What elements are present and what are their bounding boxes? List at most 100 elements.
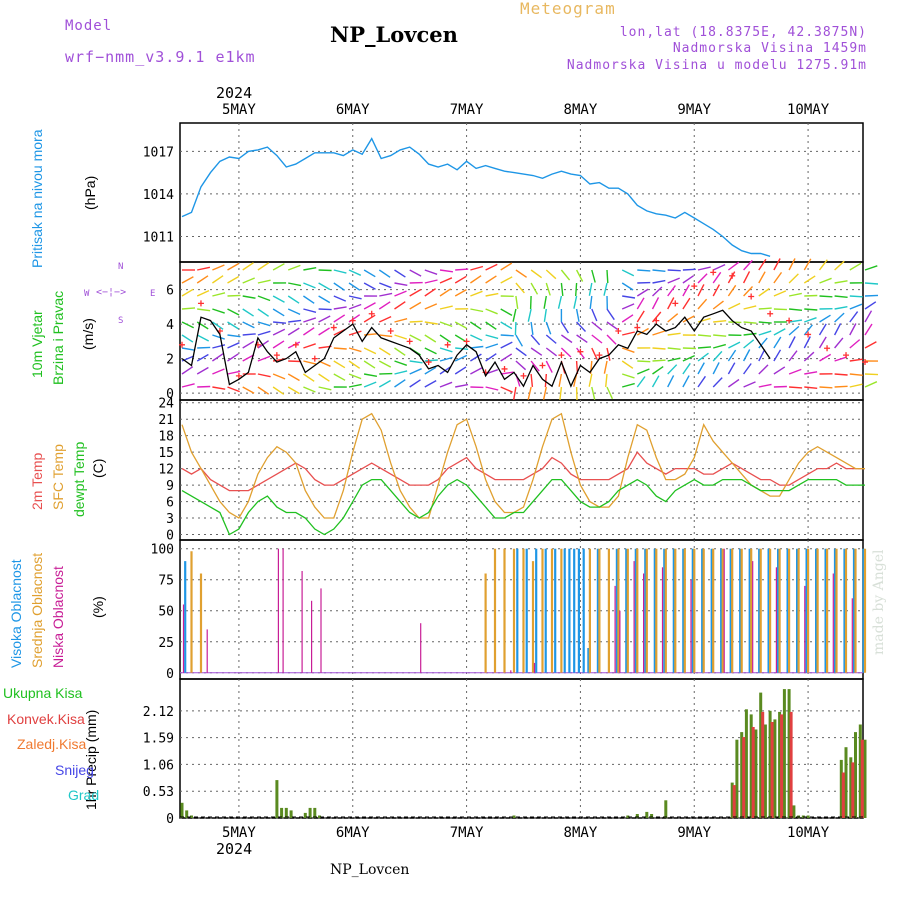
gust-marker bbox=[349, 317, 356, 324]
gust-marker bbox=[786, 317, 793, 324]
wind-barb bbox=[409, 301, 422, 310]
wind-barb bbox=[527, 386, 532, 400]
wind-barb bbox=[439, 334, 452, 343]
wind-barb bbox=[558, 373, 563, 387]
wind-barb bbox=[789, 308, 803, 311]
wind-barb bbox=[212, 368, 225, 375]
wind-barb bbox=[667, 313, 679, 323]
wind-barb bbox=[682, 297, 691, 310]
wind-barb bbox=[652, 366, 664, 375]
precip-bar-0 bbox=[626, 815, 630, 818]
precip-bar-0 bbox=[735, 739, 739, 818]
wind-barb bbox=[682, 347, 696, 350]
wind-barb bbox=[500, 334, 514, 337]
wind-barb bbox=[363, 282, 376, 290]
precip-bar-0 bbox=[773, 719, 777, 818]
wind-barb bbox=[603, 282, 608, 296]
day-label-top: 9MAY bbox=[677, 102, 711, 118]
wind-barb bbox=[621, 269, 635, 277]
gust-marker bbox=[558, 352, 565, 359]
wind-barb bbox=[470, 265, 484, 271]
gust-marker bbox=[805, 331, 812, 338]
wind-barb bbox=[272, 295, 285, 303]
wind-barb bbox=[789, 386, 803, 389]
gust-marker bbox=[824, 345, 831, 352]
wind-barb bbox=[333, 306, 347, 310]
wind-barb bbox=[512, 308, 517, 322]
wind-barb bbox=[212, 334, 225, 340]
wind-barb bbox=[348, 373, 362, 380]
precip-bar-1 bbox=[780, 714, 784, 818]
wind-barb bbox=[606, 269, 609, 284]
wind-barb bbox=[652, 359, 666, 362]
wind-barb bbox=[773, 349, 782, 362]
wind-barb bbox=[697, 273, 708, 284]
wind-barb bbox=[212, 353, 224, 362]
gust-marker bbox=[368, 310, 375, 317]
bottom-year: 2024 bbox=[216, 840, 253, 858]
wind-speed-series bbox=[181, 309, 771, 388]
wind-barb bbox=[712, 300, 724, 310]
wind-barb bbox=[603, 360, 608, 374]
wind-barb bbox=[181, 334, 194, 343]
wind-barb bbox=[712, 362, 720, 375]
precipitation-ytick: 0.53 bbox=[143, 785, 174, 800]
wind-barb bbox=[667, 277, 680, 284]
wind-barb bbox=[196, 366, 209, 375]
wind-barb bbox=[576, 334, 588, 343]
wind-barb bbox=[773, 271, 783, 284]
wind-barb bbox=[318, 269, 332, 272]
wind-barb bbox=[439, 305, 453, 310]
wind-barb bbox=[682, 275, 694, 284]
temperature-ytick: 6 bbox=[166, 496, 174, 511]
day-label-top: 8MAY bbox=[564, 102, 598, 118]
wind-barb bbox=[196, 321, 209, 330]
wind-barb bbox=[318, 282, 331, 291]
wind-barb bbox=[545, 360, 553, 373]
wind-barb bbox=[318, 386, 332, 391]
temperature-ytick: 12 bbox=[158, 463, 174, 478]
pressure-ytick: 1011 bbox=[143, 230, 174, 245]
temperature-ytick: 24 bbox=[158, 397, 174, 412]
precip-bar-1 bbox=[789, 711, 793, 818]
wind-barb bbox=[257, 295, 271, 302]
wind-barb bbox=[348, 282, 361, 291]
wind-ytick: 2 bbox=[166, 353, 174, 368]
wind-barb bbox=[273, 321, 287, 324]
wind-barb bbox=[272, 308, 285, 317]
wind-barb bbox=[470, 275, 482, 284]
wind-barb bbox=[212, 308, 225, 314]
wind-barb bbox=[333, 360, 346, 369]
temperature-ytick: 18 bbox=[158, 430, 174, 445]
wind-barb bbox=[348, 330, 362, 336]
wind-barb bbox=[196, 353, 209, 362]
wind-barb bbox=[212, 386, 226, 390]
gust-marker bbox=[425, 359, 432, 366]
wind-barb bbox=[212, 344, 226, 349]
gust-marker bbox=[862, 359, 868, 366]
wind-barb bbox=[303, 360, 317, 365]
wind-barb bbox=[500, 386, 513, 393]
wind-barb bbox=[849, 323, 857, 336]
wind-barb bbox=[576, 321, 587, 332]
wind-barb bbox=[348, 347, 362, 353]
wind-barb bbox=[773, 290, 787, 297]
wind-barb bbox=[849, 303, 863, 310]
wind-barb bbox=[728, 341, 741, 349]
wind-barb bbox=[394, 282, 408, 286]
wind-barb bbox=[804, 308, 818, 311]
wind-barb bbox=[454, 288, 467, 297]
wind-barb bbox=[181, 276, 194, 284]
wind-barb bbox=[605, 373, 608, 387]
wind-barb bbox=[288, 319, 302, 323]
wind-barb bbox=[287, 308, 301, 316]
wind-barb bbox=[637, 269, 651, 272]
wind-barb bbox=[242, 333, 256, 336]
wind-barb bbox=[515, 347, 527, 357]
wind-barb bbox=[529, 295, 532, 310]
wind-barb bbox=[667, 285, 676, 297]
wind-barb bbox=[589, 295, 593, 309]
wind-barb bbox=[363, 314, 376, 323]
wind-barb bbox=[818, 323, 827, 336]
wind-barb bbox=[212, 264, 225, 271]
